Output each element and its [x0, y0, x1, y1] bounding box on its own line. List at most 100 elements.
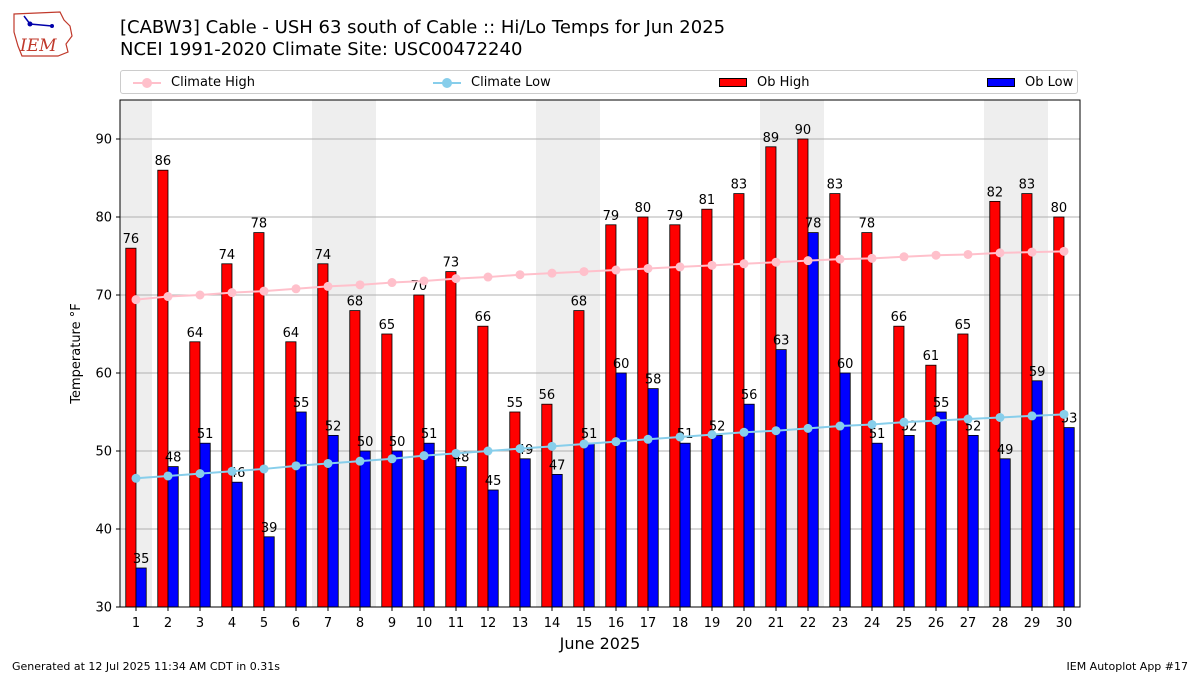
x-tick-label: 3 [196, 616, 204, 631]
legend-item-climate-low: Climate Low [433, 74, 551, 91]
ob-high-label: 78 [251, 217, 268, 232]
x-tick-label: 8 [356, 616, 364, 631]
ob-low-label: 35 [133, 552, 150, 567]
legend-item-ob-high: Ob High [719, 74, 810, 91]
ob-low-label: 51 [869, 427, 886, 442]
ob-low-label: 50 [357, 435, 374, 450]
ob-high-label: 55 [507, 396, 524, 411]
climate-low-point [771, 426, 781, 436]
ob-high-bar [285, 341, 297, 608]
climate-high-point [355, 280, 365, 290]
chart-title: [CABW3] Cable - USH 63 south of Cable ::… [120, 17, 726, 38]
climate-high-point [1027, 247, 1037, 257]
climate-low-point [291, 461, 301, 471]
legend-item-climate-high: Climate High [133, 74, 255, 91]
climate-high-point [131, 295, 141, 305]
ob-high-label: 61 [923, 349, 940, 364]
ob-low-bar [679, 442, 691, 608]
ob-low-label: 56 [741, 388, 758, 403]
ob-low-bar [967, 434, 979, 608]
ob-high-label: 65 [955, 318, 972, 333]
ob-high-bar [509, 411, 521, 608]
climate-low-point [1059, 409, 1069, 419]
y-tick-label: 90 [95, 133, 112, 148]
x-tick-label: 9 [388, 616, 396, 631]
climate-high-point [515, 270, 525, 280]
legend-swatch [719, 78, 747, 87]
climate-high-point [899, 252, 909, 262]
y-tick-label: 70 [95, 289, 112, 304]
iem-logo: IEM [13, 11, 73, 57]
ob-high-label: 76 [123, 232, 140, 247]
climate-high-point [579, 267, 589, 277]
climate-high-point [259, 286, 269, 296]
ob-low-label: 55 [933, 396, 950, 411]
climate-low-point [835, 421, 845, 431]
ob-high-bar [221, 263, 233, 608]
climate-high-point [451, 274, 461, 284]
climate-high-point [739, 259, 749, 269]
ob-high-bar [541, 403, 553, 608]
climate-high-point [195, 290, 205, 300]
x-tick-label: 13 [512, 616, 529, 631]
ob-high-label: 86 [155, 154, 172, 169]
chart-subtitle: NCEI 1991-2020 Climate Site: USC00472240 [120, 39, 523, 60]
ob-low-bar [135, 567, 147, 608]
ob-high-label: 89 [763, 131, 780, 146]
ob-high-label: 83 [827, 178, 844, 193]
y-tick-label: 60 [95, 367, 112, 382]
ob-high-bar [861, 232, 873, 608]
ob-low-bar [839, 372, 851, 608]
climate-low-point [643, 434, 653, 444]
legend-swatch [987, 78, 1015, 87]
ob-high-label: 80 [1051, 201, 1068, 216]
ob-high-bar [157, 169, 169, 608]
legend-label: Ob High [757, 75, 810, 90]
ob-high-bar [989, 200, 1001, 608]
x-tick-label: 23 [832, 616, 849, 631]
climate-high-point [163, 292, 173, 302]
ob-low-bar [615, 372, 627, 608]
climate-low-point [963, 414, 973, 424]
ob-low-bar [999, 458, 1011, 608]
climate-low-point [227, 466, 237, 476]
ob-high-label: 83 [1019, 178, 1036, 193]
climate-high-point [675, 262, 685, 272]
climate-low-point [611, 437, 621, 447]
ob-high-bar [797, 138, 809, 608]
climate-low-point [1027, 411, 1037, 421]
climate-low-point [995, 412, 1005, 422]
ob-high-label: 64 [283, 326, 300, 341]
ob-high-label: 79 [667, 209, 684, 224]
app-credit: IEM Autoplot App #17 [1066, 660, 1189, 673]
legend-swatch [133, 77, 161, 88]
climate-low-point [739, 427, 749, 437]
legend-label: Ob Low [1025, 75, 1074, 90]
climate-high-point [483, 272, 493, 282]
x-tick-label: 24 [864, 616, 881, 631]
y-tick-label: 80 [95, 211, 112, 226]
ob-low-bar [583, 442, 595, 608]
climate-high-point [771, 257, 781, 267]
climate-low-point [515, 444, 525, 454]
ob-high-bar [637, 216, 649, 608]
ob-low-bar [775, 349, 787, 608]
x-tick-label: 16 [608, 616, 625, 631]
climate-low-point [451, 448, 461, 458]
ob-high-bar [669, 224, 681, 608]
x-tick-label: 14 [544, 616, 561, 631]
climate-low-line [135, 413, 1065, 480]
climate-low-point [579, 439, 589, 449]
ob-low-bar [647, 388, 659, 608]
climate-low-point [931, 416, 941, 426]
ob-low-bar [295, 411, 307, 608]
ob-low-label: 49 [997, 443, 1014, 458]
ob-high-label: 82 [987, 185, 1004, 200]
climate-low-point [547, 441, 557, 451]
x-tick-label: 10 [416, 616, 433, 631]
ob-low-bar [359, 450, 371, 608]
ob-low-label: 39 [261, 521, 278, 536]
x-tick-label: 22 [800, 616, 817, 631]
climate-high-point [291, 284, 301, 294]
